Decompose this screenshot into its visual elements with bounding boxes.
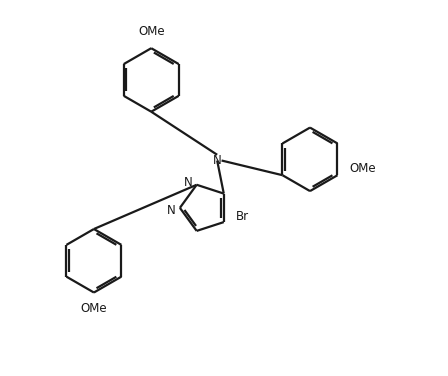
Text: OMe: OMe — [138, 26, 164, 38]
Text: OMe: OMe — [81, 302, 107, 315]
Text: N: N — [167, 203, 176, 217]
Text: N: N — [213, 154, 222, 167]
Text: Br: Br — [236, 210, 249, 223]
Text: OMe: OMe — [350, 162, 376, 175]
Text: N: N — [184, 176, 193, 189]
